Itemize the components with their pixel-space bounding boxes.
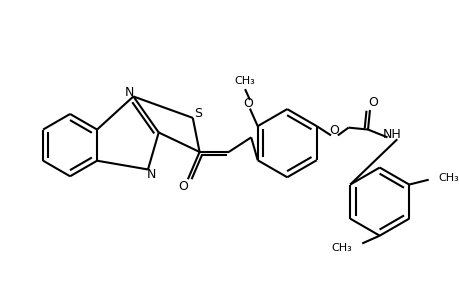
Text: S: S xyxy=(193,107,201,121)
Text: O: O xyxy=(328,124,338,137)
Text: N: N xyxy=(147,168,156,181)
Text: CH₃: CH₃ xyxy=(331,243,352,253)
Text: NH: NH xyxy=(382,128,401,141)
Text: CH₃: CH₃ xyxy=(234,76,255,86)
Text: O: O xyxy=(178,181,188,194)
Text: O: O xyxy=(242,97,252,110)
Text: O: O xyxy=(367,96,377,109)
Text: N: N xyxy=(124,86,134,99)
Text: CH₃: CH₃ xyxy=(437,173,458,183)
